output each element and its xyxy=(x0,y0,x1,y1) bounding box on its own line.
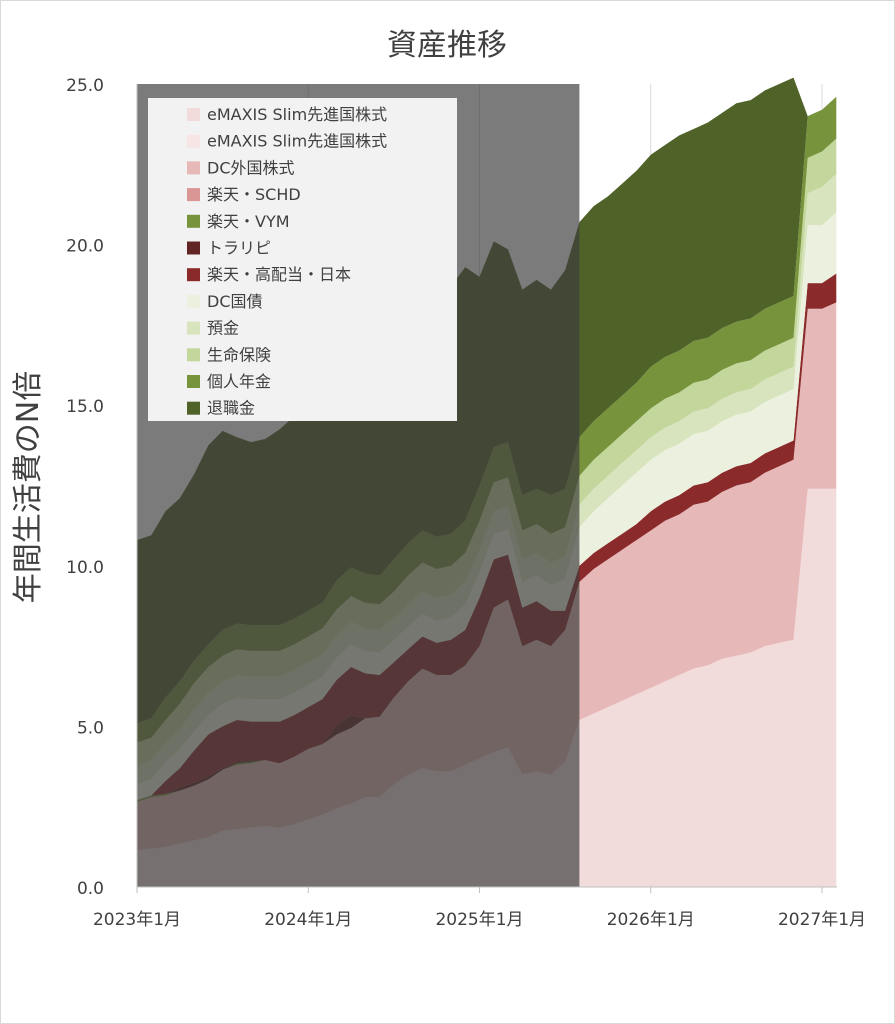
y-tick-label: 25.0 xyxy=(66,76,104,96)
legend-label: DC外国株式 xyxy=(207,158,295,177)
legend-label: 楽天・SCHD xyxy=(207,185,301,204)
legend-swatch xyxy=(187,134,200,148)
y-tick-label: 0.0 xyxy=(77,879,104,899)
legend-label: 楽天・VYM xyxy=(207,212,290,231)
legend-label: eMAXIS Slim先進国株式 xyxy=(207,132,387,151)
legend-swatch xyxy=(187,241,200,255)
area-series-0 xyxy=(137,488,837,887)
legend-swatch xyxy=(187,108,200,121)
legend-label: 個人年金 xyxy=(207,372,271,391)
y-tick-label: 5.0 xyxy=(77,718,104,738)
axes: 0.0 5.0 10.0 15.0 20.0 25.0 2023年1月 2024年1月 2025… xyxy=(66,76,866,930)
legend-label: 楽天・高配当・日本 xyxy=(207,265,351,284)
x-tick-label: 2027年1月 xyxy=(778,910,866,930)
legend-swatch xyxy=(187,294,200,308)
y-tick-label: 20.0 xyxy=(66,237,104,257)
legend-swatch xyxy=(187,188,200,202)
legend-swatch xyxy=(187,321,200,335)
legend-swatch xyxy=(187,214,200,228)
chart-title: 資産推移 xyxy=(387,28,507,63)
x-tick-label: 2025年1月 xyxy=(435,910,523,930)
legend-swatch xyxy=(187,348,200,362)
legend-swatch xyxy=(187,401,200,415)
x-tick-label: 2026年1月 xyxy=(607,910,695,930)
y-tick-label: 15.0 xyxy=(66,397,104,417)
legend-label: 退職金 xyxy=(207,399,255,418)
legend-label: トラリピ xyxy=(207,239,271,258)
y-axis-label: 年間生活費のN倍 xyxy=(11,371,46,603)
legend-box xyxy=(148,98,457,421)
legend-swatch xyxy=(187,375,200,388)
legend-label: 生命保険 xyxy=(207,345,271,364)
legend-label: 預金 xyxy=(207,319,239,338)
legend-label: eMAXIS Slim先進国株式 xyxy=(207,105,387,124)
legend-swatch xyxy=(187,268,200,282)
y-tick-label: 10.0 xyxy=(66,558,104,578)
x-tick-label: 2024年1月 xyxy=(264,910,352,930)
legend-label: DC国債 xyxy=(207,292,263,311)
legend-swatch xyxy=(187,161,200,175)
x-tick-label: 2023年1月 xyxy=(93,910,181,930)
